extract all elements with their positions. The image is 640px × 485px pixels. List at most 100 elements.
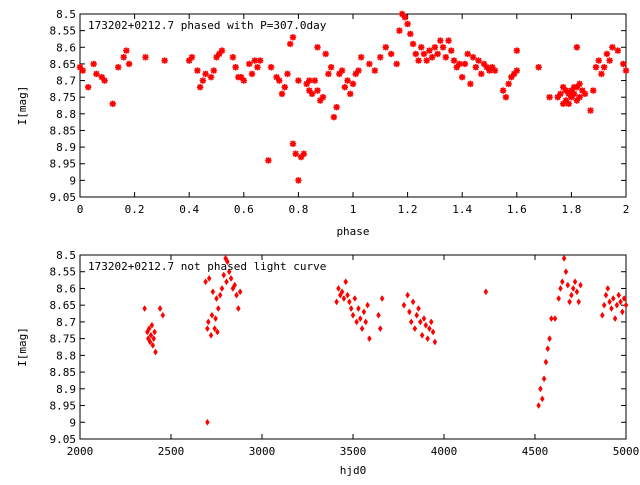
magnitude-axis-label: I[mag] bbox=[16, 327, 29, 367]
data-point bbox=[254, 64, 261, 71]
data-point bbox=[393, 60, 400, 68]
data-point bbox=[196, 84, 204, 91]
data-point bbox=[278, 90, 286, 98]
data-point bbox=[448, 47, 455, 54]
data-point bbox=[228, 274, 234, 282]
data-point bbox=[359, 325, 365, 333]
y-tick-label: 8.55 bbox=[50, 25, 77, 38]
data-point bbox=[437, 37, 444, 44]
data-point bbox=[569, 291, 574, 299]
x-tick-label: 0.2 bbox=[125, 203, 145, 216]
x-tick-label: 2000 bbox=[67, 445, 94, 458]
data-point bbox=[217, 291, 223, 299]
y-tick-label: 8.55 bbox=[50, 266, 77, 279]
data-point bbox=[609, 305, 614, 312]
data-point bbox=[311, 77, 318, 84]
data-point bbox=[432, 338, 438, 346]
data-point bbox=[146, 325, 152, 333]
y-tick-label: 8.7 bbox=[56, 316, 76, 329]
data-point bbox=[557, 90, 564, 98]
data-point bbox=[212, 325, 217, 333]
data-point bbox=[513, 67, 520, 74]
data-point bbox=[377, 325, 383, 333]
data-point bbox=[621, 295, 627, 302]
data-point bbox=[354, 318, 359, 326]
data-point bbox=[554, 93, 561, 101]
data-point bbox=[562, 87, 570, 94]
data-point bbox=[208, 331, 214, 339]
x-tick-label: 4000 bbox=[431, 445, 458, 458]
data-point bbox=[513, 47, 520, 54]
data-point bbox=[459, 74, 466, 81]
data-point bbox=[499, 87, 507, 94]
data-point bbox=[539, 395, 545, 403]
data-point bbox=[93, 70, 100, 78]
data-point bbox=[101, 77, 108, 84]
data-point bbox=[347, 298, 352, 306]
data-point bbox=[284, 70, 291, 78]
plot-frame bbox=[79, 13, 627, 198]
data-point bbox=[445, 37, 452, 44]
data-point bbox=[115, 64, 122, 71]
data-point bbox=[213, 315, 218, 323]
data-point bbox=[579, 87, 586, 94]
data-point bbox=[376, 311, 381, 319]
phase-axis-label: phase bbox=[336, 225, 369, 238]
x-tick-label: 3000 bbox=[249, 445, 276, 458]
data-point bbox=[600, 311, 605, 319]
data-point bbox=[206, 318, 211, 326]
data-point bbox=[423, 321, 429, 329]
data-point bbox=[587, 107, 594, 114]
data-point bbox=[475, 57, 482, 64]
data-point bbox=[423, 57, 430, 64]
data-point bbox=[573, 97, 581, 104]
data-point bbox=[559, 278, 565, 286]
data-point bbox=[237, 288, 243, 296]
data-point bbox=[398, 10, 406, 18]
data-point bbox=[415, 57, 422, 64]
data-point bbox=[276, 77, 283, 84]
data-point bbox=[576, 298, 581, 306]
data-point bbox=[308, 90, 316, 98]
data-point bbox=[120, 54, 127, 61]
data-point bbox=[505, 80, 512, 88]
data-point bbox=[480, 60, 488, 68]
data-point bbox=[600, 64, 608, 71]
data-point bbox=[314, 44, 321, 51]
data-point bbox=[314, 87, 321, 94]
data-point bbox=[151, 335, 157, 343]
data-point bbox=[562, 97, 570, 104]
data-point bbox=[90, 60, 97, 68]
y-tick-label: 8.65 bbox=[50, 58, 77, 71]
data-point bbox=[565, 100, 572, 108]
data-point bbox=[453, 64, 460, 71]
data-point bbox=[565, 281, 571, 289]
data-point bbox=[317, 97, 324, 104]
data-point bbox=[478, 70, 485, 78]
x-tick-label: 2500 bbox=[158, 445, 185, 458]
data-point bbox=[348, 305, 354, 312]
data-point bbox=[565, 90, 572, 98]
data-point bbox=[147, 338, 153, 346]
data-point bbox=[431, 44, 439, 51]
data-point bbox=[218, 47, 226, 54]
data-point bbox=[205, 325, 210, 333]
data-point bbox=[412, 325, 418, 333]
data-point bbox=[347, 90, 354, 98]
data-point bbox=[401, 301, 407, 309]
y-tick-label: 8.95 bbox=[50, 158, 77, 171]
data-point bbox=[295, 77, 302, 84]
data-point bbox=[560, 100, 567, 108]
data-point bbox=[219, 285, 225, 292]
y-tick-label: 9.05 bbox=[50, 433, 77, 446]
data-point bbox=[365, 301, 370, 309]
data-point bbox=[152, 328, 157, 336]
data-point bbox=[246, 60, 253, 68]
data-point bbox=[363, 318, 369, 326]
data-point bbox=[361, 308, 367, 316]
data-point bbox=[419, 331, 425, 339]
data-point bbox=[434, 50, 441, 58]
hjd-axis-label: hjd0 bbox=[340, 464, 367, 477]
data-point bbox=[303, 80, 310, 88]
data-point bbox=[543, 358, 549, 366]
